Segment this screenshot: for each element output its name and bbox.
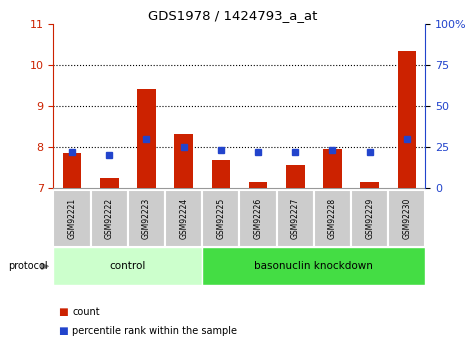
Text: percentile rank within the sample: percentile rank within the sample <box>72 326 237 335</box>
Text: GSM92230: GSM92230 <box>402 198 412 239</box>
Bar <box>212 160 230 188</box>
Bar <box>128 190 165 247</box>
Text: basonuclin knockdown: basonuclin knockdown <box>254 261 373 270</box>
Bar <box>63 153 81 188</box>
Bar <box>239 190 277 247</box>
Bar <box>165 190 202 247</box>
Bar <box>388 190 425 247</box>
Text: GSM92225: GSM92225 <box>216 198 226 239</box>
Text: count: count <box>72 307 100 317</box>
Bar <box>100 178 119 188</box>
Text: control: control <box>110 261 146 270</box>
Bar <box>351 190 388 247</box>
Bar <box>53 190 91 247</box>
Text: GDS1978 / 1424793_a_at: GDS1978 / 1424793_a_at <box>148 9 317 22</box>
Bar <box>91 190 128 247</box>
Text: GSM92228: GSM92228 <box>328 198 337 239</box>
Text: GSM92226: GSM92226 <box>253 198 263 239</box>
Text: ■: ■ <box>58 307 68 317</box>
Text: GSM92227: GSM92227 <box>291 198 300 239</box>
Text: GSM92224: GSM92224 <box>179 198 188 239</box>
Text: ■: ■ <box>58 326 68 335</box>
Text: GSM92222: GSM92222 <box>105 198 114 239</box>
Bar <box>286 166 305 188</box>
Bar <box>277 190 314 247</box>
Bar <box>360 182 379 188</box>
Text: GSM92223: GSM92223 <box>142 198 151 239</box>
Bar <box>398 51 416 188</box>
Bar <box>137 89 156 188</box>
Bar <box>202 190 239 247</box>
Bar <box>314 190 351 247</box>
Text: GSM92229: GSM92229 <box>365 198 374 239</box>
Bar <box>323 149 342 188</box>
Bar <box>174 134 193 188</box>
Bar <box>249 182 267 188</box>
Bar <box>202 247 425 285</box>
Bar <box>53 247 202 285</box>
Text: GSM92221: GSM92221 <box>67 198 77 239</box>
Text: protocol: protocol <box>8 262 48 271</box>
